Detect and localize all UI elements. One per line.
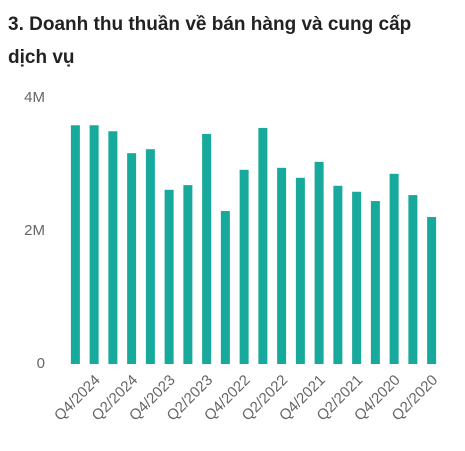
y-tick-label: 0 xyxy=(37,355,45,372)
bar xyxy=(239,169,249,364)
bar xyxy=(127,153,137,364)
bar xyxy=(164,189,174,364)
bar xyxy=(183,185,193,364)
bar xyxy=(70,125,80,364)
bar xyxy=(370,201,380,364)
chart-title: 3. Doanh thu thuần về bán hàng và cung c… xyxy=(8,14,411,68)
y-tick-label: 4M xyxy=(24,89,45,106)
bar xyxy=(89,125,99,364)
bar xyxy=(352,191,362,364)
bar xyxy=(314,161,324,364)
bar xyxy=(202,133,212,364)
bar xyxy=(389,173,399,364)
title-line: 3. Doanh thu thuần về bán hàng và cung c… xyxy=(8,14,411,35)
bar xyxy=(408,195,418,364)
bar xyxy=(277,167,287,364)
bar xyxy=(108,131,118,364)
title-line: dịch vụ xyxy=(8,47,75,68)
bar xyxy=(258,127,268,364)
bar xyxy=(333,185,343,364)
y-tick-label: 2M xyxy=(24,222,45,239)
bar xyxy=(427,217,437,364)
bar xyxy=(295,177,305,364)
bar xyxy=(145,149,155,364)
bar xyxy=(220,211,230,364)
